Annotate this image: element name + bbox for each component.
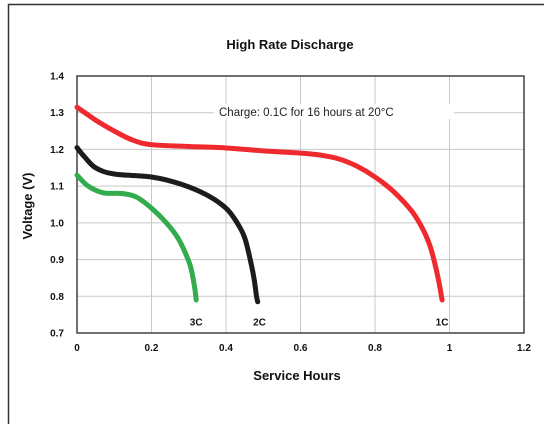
annotation-background xyxy=(214,104,454,119)
series-line-3c xyxy=(74,172,199,303)
series-line-1c xyxy=(74,104,445,303)
y-tick-label-7: 1.4 xyxy=(50,72,64,83)
curve-label-2c: 2C xyxy=(253,317,266,328)
y-tick-label-3: 1.0 xyxy=(50,218,64,229)
curve-label-3c: 3C xyxy=(190,317,203,328)
series-line-2c xyxy=(74,145,261,305)
y-tick-label-1: 0.8 xyxy=(50,292,64,303)
y-axis-label: Voltage (V) xyxy=(20,173,35,240)
y-tick-label-6: 1.3 xyxy=(50,108,64,119)
y-tick-label-5: 1.2 xyxy=(50,145,64,156)
chart-title: High Rate Discharge xyxy=(226,37,353,52)
y-tick-labels: 0.7 0.8 0.9 1.0 1.1 1.2 1.3 1.4 xyxy=(50,72,64,340)
x-tick-label-2: 0.4 xyxy=(219,343,233,354)
y-tick-label-2: 0.9 xyxy=(50,255,64,266)
x-tick-label-1: 0.2 xyxy=(145,343,159,354)
curve-labels: 3C 2C 1C xyxy=(190,317,449,328)
x-tick-label-4: 0.8 xyxy=(368,343,382,354)
y-tick-label-4: 1.1 xyxy=(50,182,64,193)
figure-border xyxy=(7,3,544,424)
y-tick-label-0: 0.7 xyxy=(50,329,64,340)
x-axis-label: Service Hours xyxy=(253,368,340,383)
x-tick-label-5: 1 xyxy=(447,343,453,354)
series-lines xyxy=(74,104,445,305)
x-tick-labels: 0 0.2 0.4 0.6 0.8 1 1.2 xyxy=(74,343,531,354)
x-tick-label-0: 0 xyxy=(74,343,80,354)
plot-area-border xyxy=(76,75,525,334)
curve-label-1c: 1C xyxy=(436,317,449,328)
x-tick-label-3: 0.6 xyxy=(294,343,308,354)
charge-annotation: Charge: 0.1C for 16 hours at 20°C xyxy=(219,107,394,119)
x-tick-label-6: 1.2 xyxy=(517,343,531,354)
